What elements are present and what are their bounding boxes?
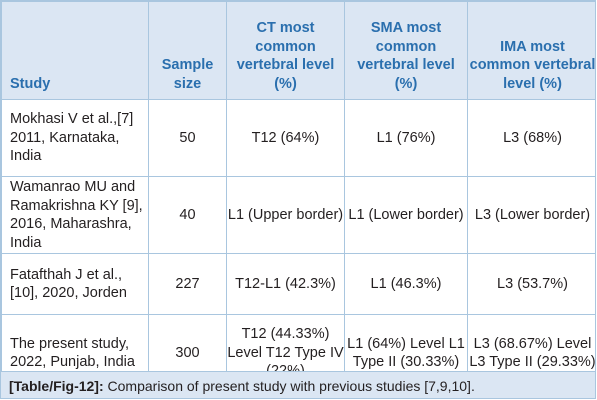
sma-cell: L1 (46.3%) (344, 253, 468, 315)
ct-cell: L1 (Upper border) (226, 176, 345, 254)
study-cell: Wamanrao MU and Ramakrishna KY [9], 2016… (1, 176, 149, 254)
header-row: Study Sample size CT most common vertebr… (1, 1, 595, 100)
sample-size-cell: 50 (148, 99, 227, 177)
table-caption: [Table/Fig-12]: Comparison of present st… (1, 371, 595, 398)
ct-cell: T12-L1 (42.3%) (226, 253, 345, 315)
table-row: Mokhasi V et al.,[7] 2011, Karnataka, In… (1, 99, 595, 177)
ima-cell: L3 (53.7%) (467, 253, 595, 315)
table-row: Fatafthah J et al., [10], 2020, Jorden 2… (1, 253, 595, 315)
header-study: Study (1, 1, 149, 100)
sma-cell: L1 (76%) (344, 99, 468, 177)
study-cell: Fatafthah J et al., [10], 2020, Jorden (1, 253, 149, 315)
header-sample-size: Sample size (148, 1, 227, 100)
ima-cell: L3 (Lower border) (467, 176, 595, 254)
sma-cell: L1 (Lower border) (344, 176, 468, 254)
sample-size-cell: 227 (148, 253, 227, 315)
comparison-table: Study Sample size CT most common vertebr… (1, 1, 595, 392)
header-sma-level: SMA most common vertebral level (%) (344, 1, 468, 100)
header-ima-level: IMA most common vertebral level (%) (467, 1, 595, 100)
sample-size-cell: 40 (148, 176, 227, 254)
caption-text: Comparison of present study with previou… (103, 378, 475, 394)
table-row: Wamanrao MU and Ramakrishna KY [9], 2016… (1, 176, 595, 254)
header-ct-level: CT most common vertebral level (%) (226, 1, 345, 100)
ima-cell: L3 (68%) (467, 99, 595, 177)
study-cell: Mokhasi V et al.,[7] 2011, Karnataka, In… (1, 99, 149, 177)
ct-cell: T12 (64%) (226, 99, 345, 177)
caption-label: [Table/Fig-12]: (9, 378, 104, 394)
